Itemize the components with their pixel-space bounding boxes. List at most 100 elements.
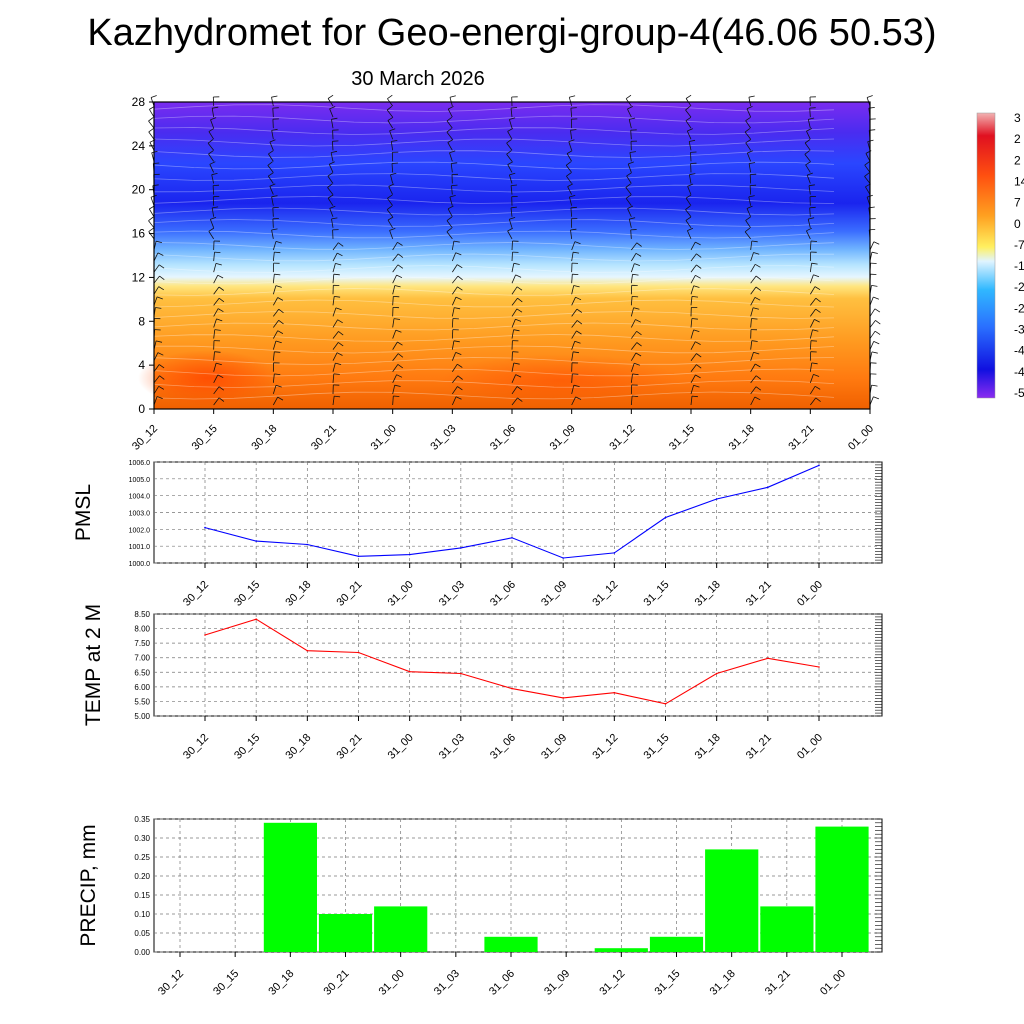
wind-barb-flag: [864, 161, 870, 166]
y-axis-title: PMSL: [72, 484, 95, 541]
wind-barb-flag: [387, 116, 394, 121]
wind-barb: [630, 395, 633, 406]
wind-barb-flag: [271, 195, 278, 198]
wind-barb: [327, 197, 334, 206]
wind-barb-flag: [873, 396, 880, 400]
wind-barb-flag: [268, 172, 274, 177]
y-axis-title: TEMP at 2 M: [82, 604, 105, 726]
wind-barb: [332, 307, 337, 317]
wind-barb: [272, 351, 275, 361]
wind-barb: [566, 153, 573, 162]
wind-barb-flag: [446, 227, 452, 233]
wind-barb: [511, 308, 518, 317]
wind-barb: [213, 263, 217, 273]
wind-barb: [571, 285, 575, 295]
contour-line: [153, 391, 835, 400]
wind-barb: [148, 120, 155, 129]
wind-barb-flag: [337, 319, 343, 324]
wind-barb: [748, 163, 752, 173]
wind-barb: [630, 274, 633, 284]
wind-barb: [809, 274, 814, 284]
y-tick-label: 1002.0: [129, 527, 151, 534]
data-point: [562, 557, 564, 559]
wind-barb: [213, 351, 215, 361]
wind-barb-flag: [336, 352, 343, 356]
wind-barb: [392, 285, 396, 295]
wind-barb: [688, 141, 692, 151]
wind-barb: [209, 164, 215, 173]
wind-barb: [631, 331, 637, 339]
wind-barb-flag: [271, 95, 278, 98]
contour-line: [153, 311, 835, 319]
wind-barb: [392, 385, 396, 395]
wind-barb-flag: [387, 216, 394, 221]
wind-barb-flag: [815, 397, 821, 402]
wind-barb: [625, 198, 632, 206]
wind-barb-flag: [397, 353, 404, 358]
wind-barb: [327, 187, 334, 195]
wind-barb: [511, 274, 516, 284]
wind-barb: [571, 330, 577, 339]
contour-line: [153, 288, 835, 296]
wind-barb-flag: [387, 194, 393, 199]
x-tick-label: 31_21: [744, 579, 774, 609]
wind-barb: [511, 263, 515, 273]
x-tick-label: 31_06: [488, 423, 518, 453]
wind-barb-flag: [566, 150, 573, 154]
x-tick-label: 01_00: [795, 579, 825, 609]
wind-barb: [690, 385, 694, 395]
colorbar-tick-label: 14: [1014, 174, 1024, 188]
data-point: [818, 464, 820, 467]
wind-barb-flag: [573, 384, 580, 387]
wind-barb-flag: [873, 296, 880, 300]
wind-barb: [272, 285, 277, 295]
x-tick-label: 31_09: [539, 732, 569, 762]
x-tick-label: 30_21: [322, 968, 352, 998]
wind-barb-flag: [397, 341, 403, 346]
wind-barb: [630, 373, 633, 383]
contour-line: [153, 138, 835, 147]
wind-barb-flag: [395, 329, 402, 333]
x-tick-label: 31_18: [727, 423, 757, 453]
wind-barb-flag: [513, 362, 520, 365]
wind-barb-flag: [509, 172, 516, 176]
wind-barb-flag: [393, 318, 401, 320]
y-tick-label: 8: [138, 314, 145, 328]
y-tick-label: 0.05: [134, 929, 150, 938]
wind-barb: [631, 242, 638, 251]
wind-barb: [571, 373, 573, 383]
wind-barb-flag: [873, 241, 880, 245]
precip-bar: [760, 906, 814, 952]
wind-barb-flag: [517, 397, 523, 402]
wind-barb-flag: [576, 308, 583, 313]
wind-barb-flag: [208, 227, 215, 232]
wind-barb-flag: [576, 320, 583, 325]
x-tick-label: 31_00: [377, 968, 407, 998]
wind-barb: [750, 363, 756, 372]
wind-barb: [571, 320, 578, 328]
wind-barb-flag: [334, 395, 341, 398]
x-tick-label: 01_00: [846, 423, 876, 453]
wind-barb-flag: [632, 395, 639, 397]
wind-barb-flag: [744, 128, 751, 133]
x-tick-label: 31_00: [369, 423, 399, 453]
wind-barb-flag: [448, 105, 454, 110]
x-tick-label: 30_21: [335, 579, 365, 609]
wind-barb-flag: [575, 296, 582, 301]
wind-barb-flag: [755, 375, 762, 380]
wind-barb: [630, 319, 636, 328]
wind-barb: [807, 219, 811, 228]
wind-barb: [213, 308, 219, 317]
wind-barb: [327, 175, 334, 184]
contour-line: [153, 230, 835, 239]
wind-barb-flag: [691, 395, 698, 398]
wind-barb: [690, 329, 694, 339]
wind-barb-flag: [156, 296, 163, 300]
contour-line: [153, 150, 835, 158]
wind-barb: [332, 141, 334, 151]
wind-barb-flag: [397, 364, 404, 369]
x-tick-label: 31_03: [428, 423, 458, 453]
wind-barb-flag: [691, 318, 698, 320]
wind-barb-flag: [510, 206, 517, 209]
